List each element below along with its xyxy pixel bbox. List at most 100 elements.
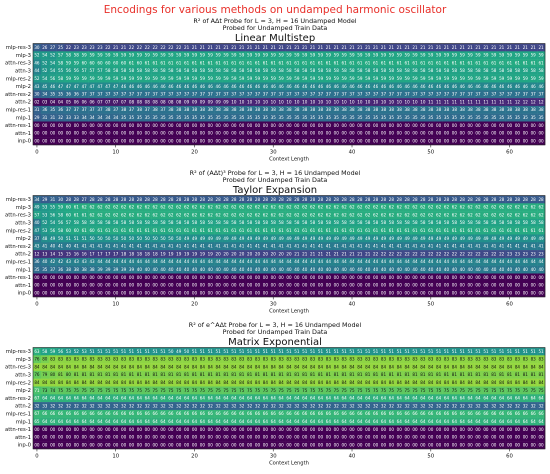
heatmap-cell — [72, 234, 81, 243]
cell-value: 58 — [499, 220, 505, 225]
heatmap-cell — [40, 105, 50, 114]
cell-value: 28 — [263, 197, 269, 202]
cell-value: 21 — [444, 45, 450, 50]
heatmap-cell — [340, 66, 349, 75]
cell-value: 59 — [200, 53, 206, 58]
heatmap-cell — [505, 226, 514, 235]
method-title: Taylor Expansion — [232, 185, 317, 196]
cell-value: 40 — [460, 267, 466, 272]
cell-value: 64 — [231, 396, 237, 401]
heatmap-cell — [379, 195, 388, 204]
heatmap-cell — [222, 203, 231, 212]
cell-value: 38 — [381, 107, 387, 112]
heatmap-cell — [458, 218, 467, 227]
cell-value: 60 — [66, 212, 72, 217]
heatmap-cell — [88, 59, 97, 68]
cell-value: 00 — [50, 435, 56, 440]
cell-value: 00 — [160, 427, 166, 432]
cell-value: 66 — [74, 411, 80, 416]
heatmap-cell — [96, 203, 105, 212]
heatmap-cell — [214, 203, 223, 212]
cell-value: 46 — [452, 84, 458, 89]
cell-value: 38 — [184, 107, 190, 112]
cell-value: 40 — [381, 267, 387, 272]
heatmap-cell — [151, 113, 160, 122]
heatmap-cell — [481, 66, 491, 75]
cell-value: 37 — [129, 107, 135, 112]
cell-value: 21 — [334, 45, 340, 50]
cell-value: 17 — [97, 251, 103, 256]
cell-value: 58 — [412, 220, 418, 225]
heatmap-cell — [521, 113, 530, 122]
cell-value: 00 — [58, 290, 64, 295]
heatmap-cell — [285, 74, 294, 83]
cell-value: 44 — [263, 259, 269, 264]
heatmap-cell — [308, 82, 317, 91]
cell-value: 61 — [515, 60, 521, 65]
cell-value: 44 — [365, 259, 371, 264]
cell-value: 00 — [318, 435, 324, 440]
cell-value: 00 — [428, 131, 434, 136]
cell-value: 22 — [145, 45, 151, 50]
cell-value: 58 — [342, 220, 348, 225]
cell-value: 11 — [428, 99, 434, 104]
heatmap-cell — [458, 82, 467, 91]
row-label: mlp-3 — [16, 205, 31, 211]
cell-value: 62 — [184, 212, 190, 217]
cell-value: 22 — [468, 251, 474, 256]
cell-value: 61 — [168, 60, 174, 65]
cell-value: 40 — [176, 267, 182, 272]
cell-value: 62 — [223, 212, 229, 217]
heatmap-cell — [411, 211, 420, 220]
heatmap-cell — [72, 226, 81, 235]
cell-value: 00 — [326, 131, 332, 136]
cell-value: 00 — [507, 123, 513, 128]
heatmap-cell — [332, 59, 341, 68]
cell-value: 44 — [208, 259, 214, 264]
cell-value: 59 — [538, 76, 544, 81]
cell-value: 38 — [531, 107, 537, 112]
cell-value: 58 — [436, 68, 442, 73]
heatmap-cell — [316, 195, 325, 204]
heatmap-cell — [426, 51, 435, 60]
cell-value: 49 — [184, 236, 190, 241]
cell-value: 62 — [342, 205, 348, 210]
cell-value: 00 — [334, 275, 340, 280]
heatmap-cell — [348, 105, 357, 114]
cell-value: 00 — [405, 435, 411, 440]
cell-value: 46 — [491, 84, 497, 89]
cell-value: 58 — [491, 68, 497, 73]
cell-value: 00 — [121, 275, 127, 280]
cell-value: 58 — [223, 220, 229, 225]
cell-value: 00 — [475, 123, 481, 128]
cell-value: 58 — [349, 220, 355, 225]
cell-value: 84 — [436, 380, 442, 385]
cell-value: 62 — [483, 205, 489, 210]
cell-value: 30 — [34, 92, 40, 97]
cell-value: 62 — [215, 212, 221, 217]
cell-value: 84 — [538, 380, 544, 385]
cell-value: 37 — [145, 107, 151, 112]
cell-value: 75 — [247, 388, 253, 393]
cell-value: 62 — [444, 205, 450, 210]
heatmap-cell — [237, 226, 246, 235]
cell-value: 00 — [412, 427, 418, 432]
heatmap-cell — [166, 59, 176, 68]
x-tick-label: 30 — [270, 149, 277, 155]
cell-value: 40 — [279, 267, 285, 272]
cell-value: 02 — [34, 99, 40, 104]
cell-value: 00 — [82, 427, 88, 432]
heatmap-cell — [103, 59, 113, 68]
cell-value: 38 — [436, 107, 442, 112]
cell-value: 75 — [318, 388, 324, 393]
cell-value: 10 — [247, 99, 253, 104]
cell-value: 75 — [279, 388, 285, 393]
cell-value: 61 — [223, 60, 229, 65]
cell-value: 49 — [405, 236, 411, 241]
cell-value: 81 — [152, 372, 158, 377]
cell-value: 44 — [523, 259, 529, 264]
cell-value: 00 — [239, 283, 245, 288]
heatmap-cell — [474, 121, 483, 130]
cell-value: 40 — [405, 267, 411, 272]
cell-value: 28 — [113, 197, 119, 202]
